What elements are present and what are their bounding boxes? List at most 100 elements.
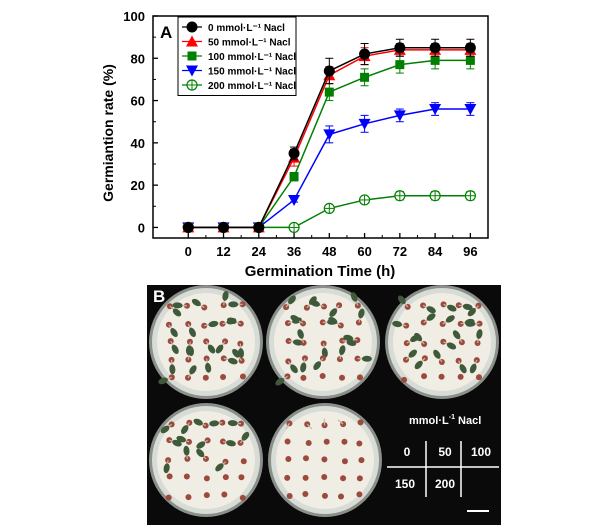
seed (167, 338, 174, 345)
cotyledon (426, 313, 436, 321)
seed (284, 438, 291, 445)
seed (321, 456, 328, 463)
data-point (360, 72, 370, 82)
cotyledon (275, 377, 285, 386)
seed (403, 322, 410, 329)
cotyledon (290, 364, 298, 374)
seed (475, 374, 482, 381)
panel-a-label: A (160, 23, 172, 42)
legend-marker (187, 51, 197, 61)
data-point (323, 129, 336, 141)
key-cell-0: 0 (403, 445, 411, 459)
petri-dish-photo (147, 285, 501, 525)
data-point (358, 194, 371, 206)
cotyledon (163, 463, 170, 474)
seed (320, 340, 327, 347)
cotyledon (209, 420, 220, 427)
cotyledon (339, 345, 346, 356)
cotyledon (207, 344, 216, 354)
series-layer (182, 38, 477, 234)
data-point (253, 221, 265, 233)
seed (358, 457, 365, 464)
seed (438, 373, 445, 380)
seed (321, 492, 328, 499)
legend-marker (186, 79, 198, 91)
cotyledon (226, 440, 236, 447)
cotyledon (329, 308, 338, 317)
petri-dish-200 (268, 403, 382, 517)
cotyledon (241, 431, 250, 441)
data-point (464, 104, 477, 116)
sprout-stem (306, 423, 313, 430)
germination-chart: 0 12 24 36 48 60 72 84 96 0 20 40 60 80 100 0 mmol·L⁻¹… (100, 9, 489, 280)
seed (239, 494, 246, 501)
seed (319, 319, 326, 326)
cotyledon (310, 300, 320, 307)
key-title-exponent: -1 (448, 414, 455, 421)
x-tick-label: 0 (185, 244, 192, 259)
data-point (288, 194, 301, 206)
key-title-unit: mmol·L (409, 415, 449, 427)
cotyledon (176, 435, 187, 443)
seed (354, 355, 361, 362)
data-point (393, 110, 406, 122)
seed (285, 455, 292, 462)
data-point (359, 48, 371, 60)
seed (401, 376, 408, 383)
seed (421, 373, 428, 380)
seed (457, 373, 464, 380)
seed (238, 474, 245, 481)
sprout-stem (337, 419, 344, 425)
seed (300, 339, 307, 346)
seed (237, 340, 244, 347)
seed (300, 374, 307, 381)
cotyledon (292, 339, 303, 346)
data-point (429, 190, 441, 202)
seed (455, 302, 462, 309)
data-point (394, 42, 406, 54)
seed (165, 494, 172, 501)
cotyledon (215, 344, 224, 354)
seed (355, 319, 362, 326)
seed (455, 357, 462, 364)
legend-entry: 200 mmol·L⁻¹ Nacl (208, 81, 296, 92)
seed (185, 494, 192, 501)
data-point (288, 147, 300, 159)
seed (284, 474, 291, 481)
cotyledon (452, 330, 461, 340)
cotyledon (447, 304, 457, 312)
seed (302, 474, 309, 481)
seed (302, 491, 309, 498)
legend-entry: 150 mmol·L⁻¹ Nacl (208, 67, 296, 78)
cotyledon (469, 363, 477, 374)
key-title-suffix: Nacl (454, 415, 482, 427)
seed (321, 473, 328, 480)
cotyledon (171, 344, 179, 354)
key-cell-200: 200 (434, 477, 456, 491)
cotyledon (300, 362, 307, 373)
seed (320, 303, 327, 310)
seed (319, 373, 326, 380)
seed (354, 337, 361, 344)
seed (201, 322, 208, 329)
data-point (429, 104, 442, 116)
seed (220, 373, 227, 380)
key-cell-50: 50 (438, 445, 452, 459)
cotyledon (158, 377, 168, 385)
seed (321, 422, 328, 429)
seed (473, 357, 480, 364)
cotyledon (350, 292, 358, 302)
cotyledon (196, 448, 205, 458)
legend-marker (186, 21, 198, 33)
petri-dish-0 (149, 285, 263, 399)
x-tick-label: 12 (216, 244, 230, 259)
cotyledon (228, 301, 239, 308)
cotyledon (205, 362, 212, 373)
x-tick-label: 60 (357, 244, 371, 259)
seed (341, 458, 348, 465)
seed (286, 492, 293, 499)
seed (356, 491, 363, 498)
data-point (323, 65, 335, 77)
cotyledon (172, 302, 183, 309)
cotyledon (459, 364, 467, 374)
